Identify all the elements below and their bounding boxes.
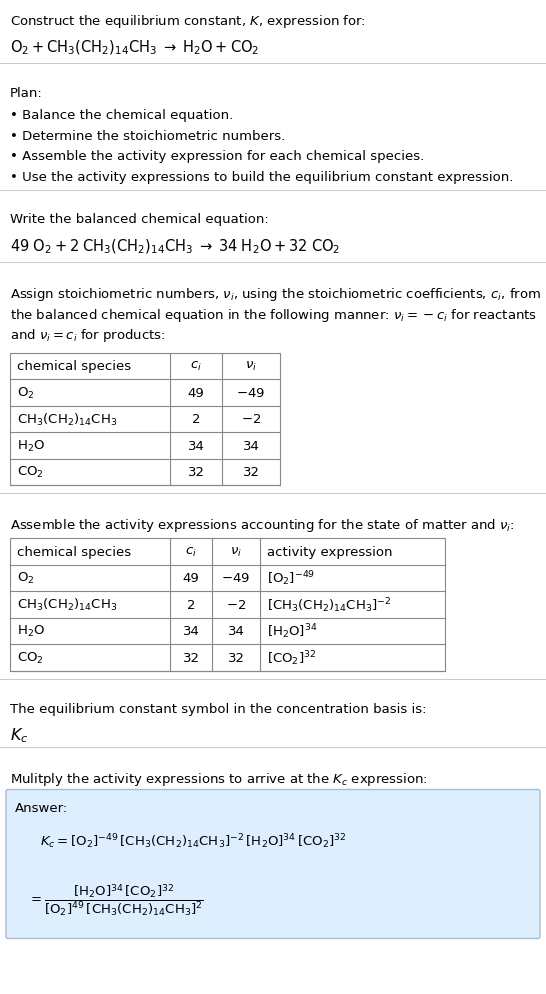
Text: Mulitply the activity expressions to arrive at the $K_c$ expression:: Mulitply the activity expressions to arr… xyxy=(10,769,428,786)
Text: Answer:: Answer: xyxy=(15,802,68,815)
Text: 34: 34 xyxy=(182,624,199,637)
Text: Plan:: Plan: xyxy=(10,86,43,100)
Text: The equilibrium constant symbol in the concentration basis is:: The equilibrium constant symbol in the c… xyxy=(10,702,426,715)
Text: Construct the equilibrium constant, $K$, expression for:: Construct the equilibrium constant, $K$,… xyxy=(10,13,366,30)
Text: 34: 34 xyxy=(242,439,259,452)
Text: • Determine the stoichiometric numbers.: • Determine the stoichiometric numbers. xyxy=(10,129,285,142)
Text: $\mathrm{CH_3(CH_2)_{14}CH_3}$: $\mathrm{CH_3(CH_2)_{14}CH_3}$ xyxy=(17,596,117,612)
Text: 2: 2 xyxy=(192,413,200,425)
Text: 32: 32 xyxy=(242,466,259,479)
Text: $-49$: $-49$ xyxy=(236,387,265,400)
FancyBboxPatch shape xyxy=(6,789,540,938)
Text: $\mathrm{O_2}$: $\mathrm{O_2}$ xyxy=(17,386,34,401)
Text: 32: 32 xyxy=(187,466,205,479)
Text: $= \dfrac{[\mathrm{H_2O}]^{34}\,[\mathrm{CO_2}]^{32}}{[\mathrm{O_2}]^{49}\,[\mat: $= \dfrac{[\mathrm{H_2O}]^{34}\,[\mathrm… xyxy=(28,882,204,917)
Text: Assemble the activity expressions accounting for the state of matter and $\nu_i$: Assemble the activity expressions accoun… xyxy=(10,517,515,534)
Text: 34: 34 xyxy=(188,439,204,452)
Text: $\nu_i$: $\nu_i$ xyxy=(245,360,257,373)
Text: $-49$: $-49$ xyxy=(222,572,251,584)
Text: chemical species: chemical species xyxy=(17,360,131,373)
Text: $-2$: $-2$ xyxy=(241,413,261,425)
Text: 2: 2 xyxy=(187,598,195,611)
Text: • Use the activity expressions to build the equilibrium constant expression.: • Use the activity expressions to build … xyxy=(10,170,513,183)
Text: and $\nu_i = c_i$ for products:: and $\nu_i = c_i$ for products: xyxy=(10,327,165,344)
Text: the balanced chemical equation in the following manner: $\nu_i = -c_i$ for react: the balanced chemical equation in the fo… xyxy=(10,306,537,323)
Text: • Balance the chemical equation.: • Balance the chemical equation. xyxy=(10,109,233,122)
Text: • Assemble the activity expression for each chemical species.: • Assemble the activity expression for e… xyxy=(10,150,424,163)
Text: $\mathrm{O_2}$: $\mathrm{O_2}$ xyxy=(17,571,34,585)
Text: $c_i$: $c_i$ xyxy=(190,360,202,373)
Text: $\mathrm{H_2O}$: $\mathrm{H_2O}$ xyxy=(17,438,45,453)
Text: $[\mathrm{CO_2}]^{32}$: $[\mathrm{CO_2}]^{32}$ xyxy=(267,648,316,667)
Text: $K_c$: $K_c$ xyxy=(10,726,28,745)
Text: 32: 32 xyxy=(228,651,245,664)
Text: Write the balanced chemical equation:: Write the balanced chemical equation: xyxy=(10,213,269,226)
Text: 34: 34 xyxy=(228,624,245,637)
Bar xyxy=(10,539,445,671)
Text: activity expression: activity expression xyxy=(267,545,393,559)
Text: $\mathrm{CO_2}$: $\mathrm{CO_2}$ xyxy=(17,465,44,480)
Text: $K_c = [\mathrm{O_2}]^{-49}\,[\mathrm{CH_3(CH_2)_{14}CH_3}]^{-2}\,[\mathrm{H_2O}: $K_c = [\mathrm{O_2}]^{-49}\,[\mathrm{CH… xyxy=(40,832,347,850)
Text: $[\mathrm{H_2O}]^{34}$: $[\mathrm{H_2O}]^{34}$ xyxy=(267,622,317,640)
Text: $\nu_i$: $\nu_i$ xyxy=(230,545,242,559)
Text: chemical species: chemical species xyxy=(17,545,131,559)
Text: $\mathrm{O_2 + CH_3(CH_2)_{14}CH_3 \;\rightarrow\; H_2O + CO_2}$: $\mathrm{O_2 + CH_3(CH_2)_{14}CH_3 \;\ri… xyxy=(10,39,259,58)
Text: 49: 49 xyxy=(188,387,204,400)
Text: $\mathrm{CH_3(CH_2)_{14}CH_3}$: $\mathrm{CH_3(CH_2)_{14}CH_3}$ xyxy=(17,412,117,427)
Text: $-2$: $-2$ xyxy=(226,598,246,611)
Text: $\mathrm{H_2O}$: $\mathrm{H_2O}$ xyxy=(17,623,45,639)
Text: $c_i$: $c_i$ xyxy=(185,545,197,559)
Text: 49: 49 xyxy=(182,572,199,584)
Bar xyxy=(10,353,280,485)
Text: $\mathrm{CO_2}$: $\mathrm{CO_2}$ xyxy=(17,650,44,665)
Text: Assign stoichiometric numbers, $\nu_i$, using the stoichiometric coefficients, $: Assign stoichiometric numbers, $\nu_i$, … xyxy=(10,285,541,303)
Text: $[\mathrm{CH_3(CH_2)_{14}CH_3}]^{-2}$: $[\mathrm{CH_3(CH_2)_{14}CH_3}]^{-2}$ xyxy=(267,595,391,614)
Text: $[\mathrm{O_2}]^{-49}$: $[\mathrm{O_2}]^{-49}$ xyxy=(267,569,315,587)
Text: 32: 32 xyxy=(182,651,199,664)
Text: $\mathrm{49\;O_2 + 2\;CH_3(CH_2)_{14}CH_3 \;\rightarrow\; 34\;H_2O + 32\;CO_2}$: $\mathrm{49\;O_2 + 2\;CH_3(CH_2)_{14}CH_… xyxy=(10,238,340,256)
